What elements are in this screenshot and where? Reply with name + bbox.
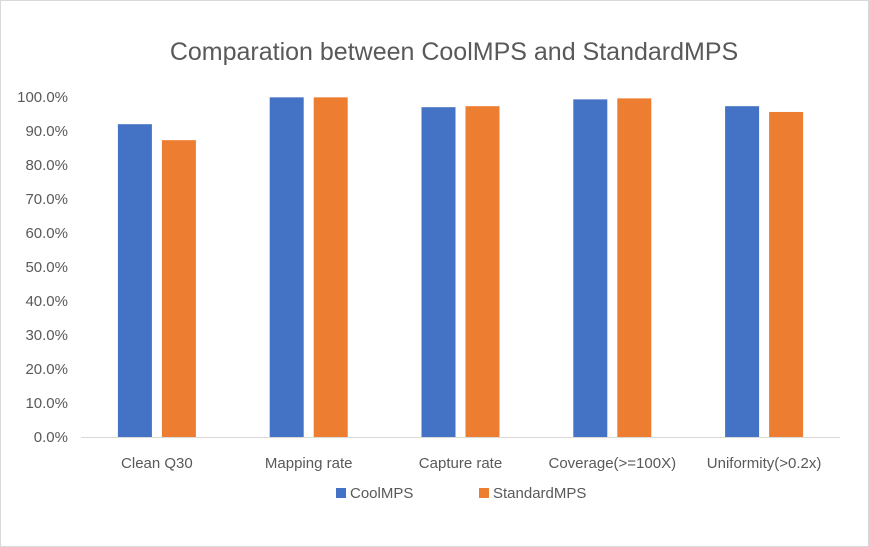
bar-coolmps-4 [725,106,760,438]
y-tick-label: 0.0% [34,429,68,446]
x-tick-label: Coverage(>=100X) [549,455,677,472]
x-tick-label: Uniformity(>0.2x) [707,455,822,472]
bar-coolmps-2 [421,107,456,437]
y-tick-label: 80.0% [25,157,68,174]
x-tick-label: Mapping rate [265,455,353,472]
y-tick-label: 10.0% [25,395,68,412]
bar-standardmps-0 [161,140,196,437]
bar-standardmps-1 [313,97,348,437]
x-tick-label: Clean Q30 [121,455,193,472]
bar-standardmps-2 [465,106,500,438]
legend-swatch-standardmps [479,488,489,498]
y-tick-label: 70.0% [25,191,68,208]
x-axis: Clean Q30 Mapping rate Capture rate Coverag… [81,437,840,472]
legend-swatch-coolmps [336,488,346,498]
y-tick-label: 90.0% [25,123,68,140]
y-tick-label: 30.0% [25,327,68,344]
y-tick-label: 50.0% [25,259,68,276]
x-tick-label: Capture rate [419,455,502,472]
y-tick-label: 100.0% [17,89,68,106]
chart-title: Comparation between CoolMPS and Standard… [170,38,738,66]
y-axis: 0.0% 10.0% 20.0% 30.0% 40.0% 50.0% 60.0% 70.0% 8… [17,89,68,446]
bar-coolmps-0 [117,124,152,437]
bar-coolmps-3 [573,99,608,437]
bar-coolmps-1 [269,97,304,437]
bar-standardmps-3 [617,98,652,438]
legend: CoolMPS StandardMPS [336,485,586,502]
y-tick-label: 40.0% [25,293,68,310]
legend-label-coolmps: CoolMPS [350,485,413,502]
bars [117,97,804,438]
bar-standardmps-4 [769,111,804,438]
y-tick-label: 20.0% [25,361,68,378]
legend-label-standardmps: StandardMPS [493,485,586,502]
y-tick-label: 60.0% [25,225,68,242]
